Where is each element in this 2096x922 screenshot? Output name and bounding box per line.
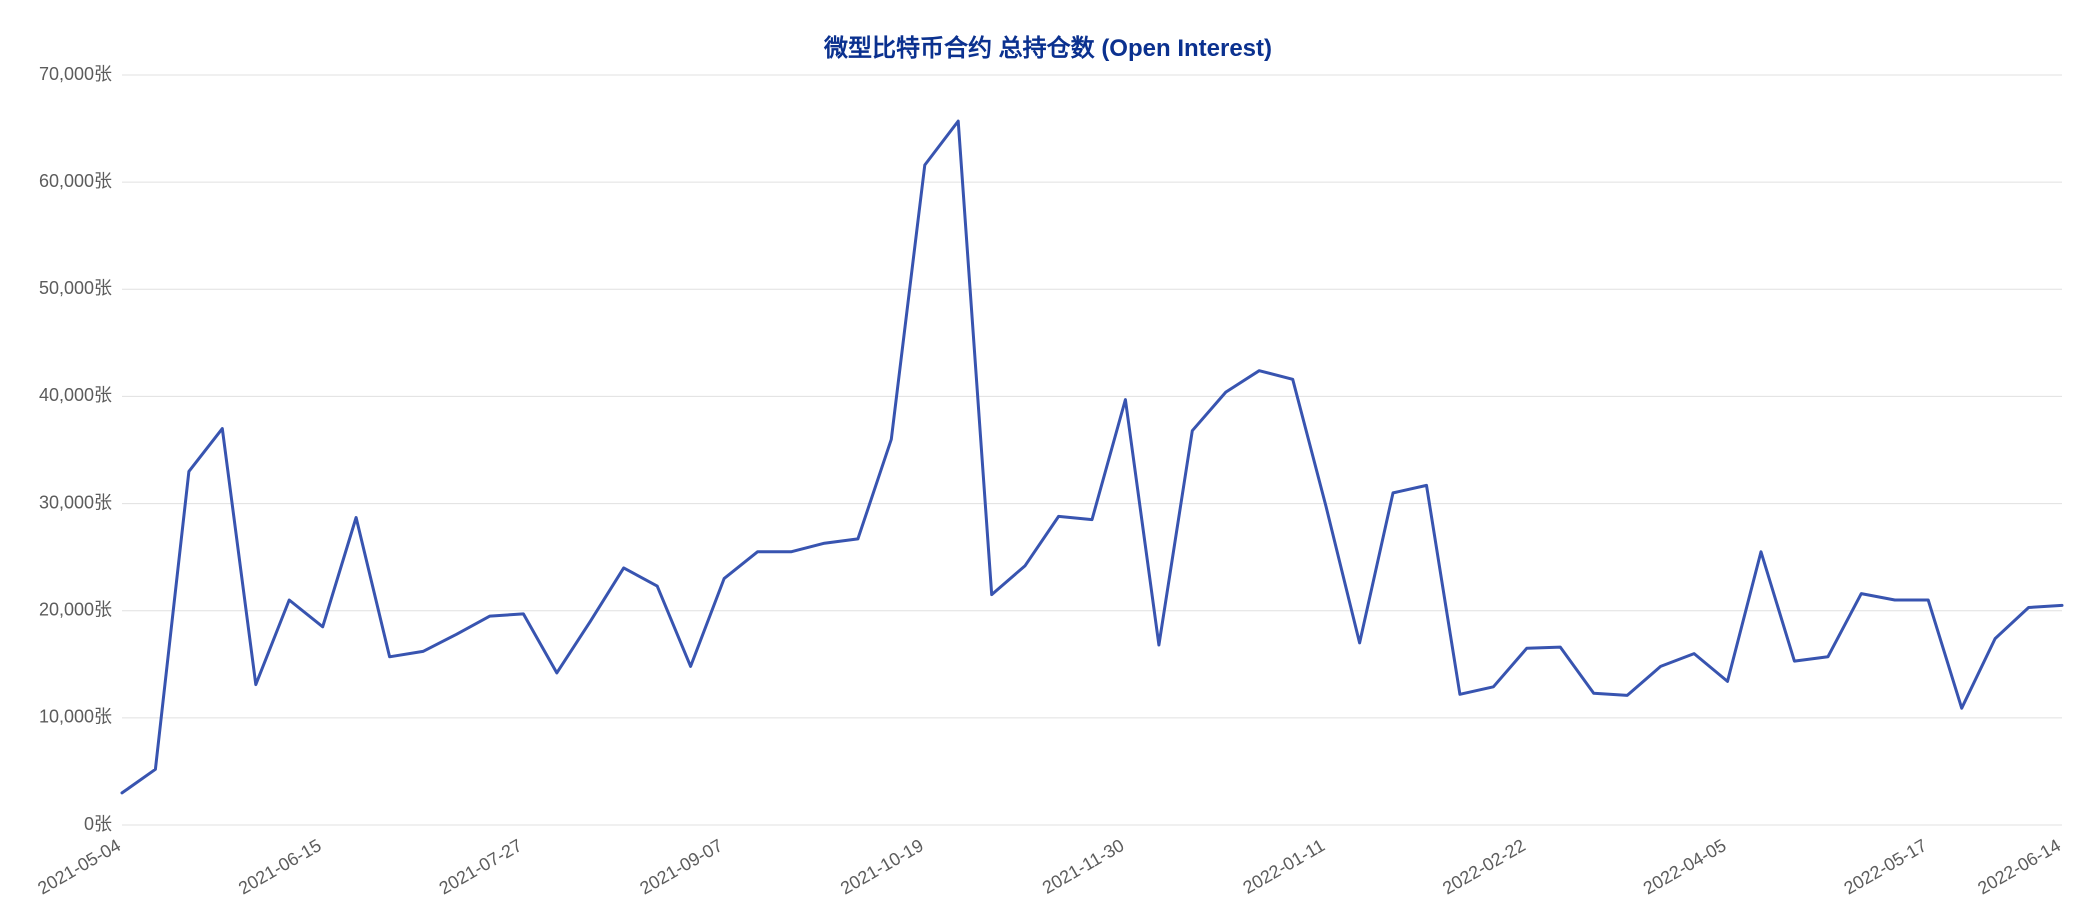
y-tick-label: 40,000张 (39, 385, 112, 405)
x-tick-label: 2022-02-22 (1439, 835, 1529, 898)
data-line (122, 121, 2062, 793)
x-tick-label: 2021-11-30 (1039, 835, 1128, 898)
y-tick-label: 60,000张 (39, 171, 112, 191)
y-tick-label: 0张 (84, 814, 112, 834)
x-tick-label: 2021-07-27 (436, 835, 526, 898)
x-tick-label: 2022-04-05 (1640, 835, 1730, 898)
gridlines (122, 75, 2062, 825)
x-tick-label: 2022-06-14 (1974, 835, 2064, 898)
x-tick-label: 2021-06-15 (235, 835, 325, 898)
y-tick-label: 10,000张 (39, 707, 112, 727)
x-tick-label: 2021-10-19 (837, 835, 927, 898)
chart-container: 微型比特币合约 总持仓数 (Open Interest) 0张10,000张20… (0, 0, 2096, 922)
x-tick-label: 2021-09-07 (636, 835, 726, 898)
y-tick-label: 30,000张 (39, 492, 112, 512)
y-tick-label: 70,000张 (39, 64, 112, 84)
y-axis-ticks: 0张 10,000张 20,000张 30,000张 40,000张 50,000张 60,… (39, 64, 112, 834)
x-tick-label: 2022-05-17 (1840, 835, 1930, 898)
y-tick-label: 50,000张 (39, 278, 112, 298)
line-chart: 0张 10,000张 20,000张 30,000张 40,000张 50,000张 60,… (0, 0, 2096, 922)
x-tick-label: 2022-01-11 (1240, 835, 1329, 898)
y-tick-label: 20,000张 (39, 599, 112, 619)
x-tick-label: 2021-05-04 (34, 835, 124, 898)
x-axis-ticks: 2021-05-04 2021-06-15 2021-07-27 2021-09-07… (34, 835, 2064, 898)
